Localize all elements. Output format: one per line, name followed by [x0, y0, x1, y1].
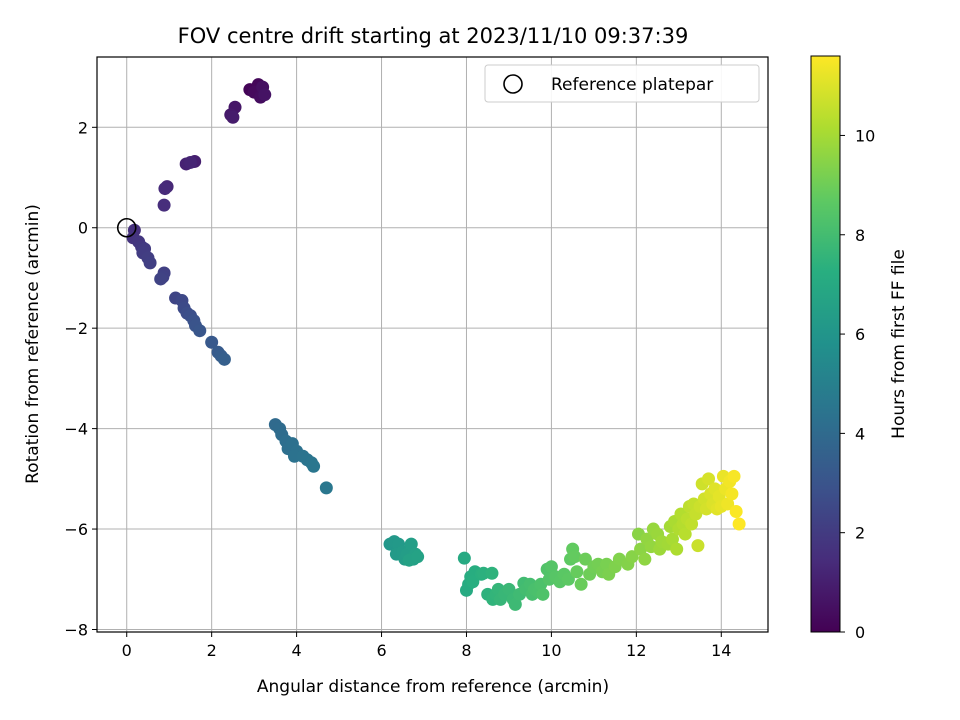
- scatter-point: [578, 552, 592, 566]
- chart-title: FOV centre drift starting at 2023/11/10 …: [178, 24, 689, 48]
- y-tick-label: −2: [64, 319, 88, 338]
- y-tick-label: 0: [78, 219, 88, 238]
- x-tick-label: 2: [207, 641, 217, 660]
- colorbar-tick-label: 6: [855, 325, 865, 344]
- colorbar-tick-label: 10: [855, 126, 875, 145]
- scatter-point: [485, 566, 499, 580]
- colorbar-tick-label: 2: [855, 524, 865, 543]
- scatter-point: [258, 88, 272, 102]
- scatter-point: [638, 552, 652, 566]
- x-tick-label: 8: [461, 641, 471, 660]
- scatter-point: [665, 532, 679, 546]
- scatter-point: [157, 198, 171, 212]
- y-tick-label: 2: [78, 118, 88, 137]
- x-axis-label: Angular distance from reference (arcmin): [257, 677, 609, 697]
- y-axis-label: Rotation from reference (arcmin): [23, 204, 43, 484]
- colorbar-tick-label: 8: [855, 226, 865, 245]
- legend-marker-open-circle: [503, 74, 523, 94]
- scatter-point: [158, 182, 172, 196]
- x-tick-label: 12: [626, 641, 646, 660]
- x-tick-label: 4: [292, 641, 302, 660]
- scatter-point: [702, 472, 716, 486]
- axis-ticks: 0 2 4 6 8 10 12 14 −8 −6 −4 −2 0 2: [64, 118, 731, 660]
- scatter-point: [725, 487, 739, 501]
- scatter-point: [143, 256, 157, 270]
- scatter-point: [625, 550, 639, 564]
- plot-frame: [96, 56, 769, 633]
- scatter-point: [183, 155, 197, 169]
- colorbar-tick-label: 0: [855, 623, 865, 642]
- colorbar-ticks: 0 2 4 6 8 10: [840, 126, 875, 642]
- scatter-point: [634, 542, 648, 556]
- scatter-point: [536, 587, 550, 601]
- scatter-point: [685, 517, 699, 531]
- legend-box: [484, 64, 760, 103]
- x-tick-label: 6: [376, 641, 386, 660]
- scatter-point: [411, 550, 425, 564]
- scatter-point: [721, 497, 735, 511]
- scatter-point: [193, 324, 207, 338]
- scatter-point: [502, 582, 516, 596]
- scatter-point: [457, 551, 471, 565]
- scatter-point: [727, 469, 741, 483]
- x-tick-label: 10: [541, 641, 561, 660]
- grid-lines: [97, 57, 768, 632]
- scatter-point: [154, 272, 168, 286]
- x-tick-label: 14: [711, 641, 731, 660]
- scatter-point: [404, 537, 418, 551]
- scatter-point: [570, 565, 584, 579]
- legend: Reference platepar: [484, 64, 760, 103]
- scatter-point: [307, 459, 321, 473]
- scatter-point: [729, 504, 743, 518]
- x-tick-label: 0: [122, 641, 132, 660]
- colorbar-tick-label: 4: [855, 424, 865, 443]
- colorbar: [810, 55, 841, 633]
- scatter-point: [466, 575, 480, 589]
- scatter-point: [226, 110, 240, 124]
- scatter-point: [508, 597, 522, 611]
- scatter-point: [205, 335, 219, 349]
- scatter-point: [319, 481, 333, 495]
- scatter-point: [670, 542, 684, 556]
- scatter-point: [561, 572, 575, 586]
- legend-label-reference-platepar: Reference platepar: [551, 75, 713, 95]
- colorbar-label: Hours from first FF file: [889, 249, 909, 439]
- scatter-point: [574, 577, 588, 591]
- scatter-point: [544, 560, 558, 574]
- y-tick-label: −6: [64, 520, 88, 539]
- scatter-point: [568, 550, 582, 564]
- reference-platepar-marker: [116, 217, 137, 238]
- scatter-point: [217, 352, 231, 366]
- scatter-point: [678, 527, 692, 541]
- y-tick-label: −8: [64, 620, 88, 639]
- y-tick-label: −4: [64, 420, 88, 439]
- scatter-point: [732, 517, 746, 531]
- scatter-point: [691, 539, 705, 553]
- scatter-points: [126, 78, 746, 611]
